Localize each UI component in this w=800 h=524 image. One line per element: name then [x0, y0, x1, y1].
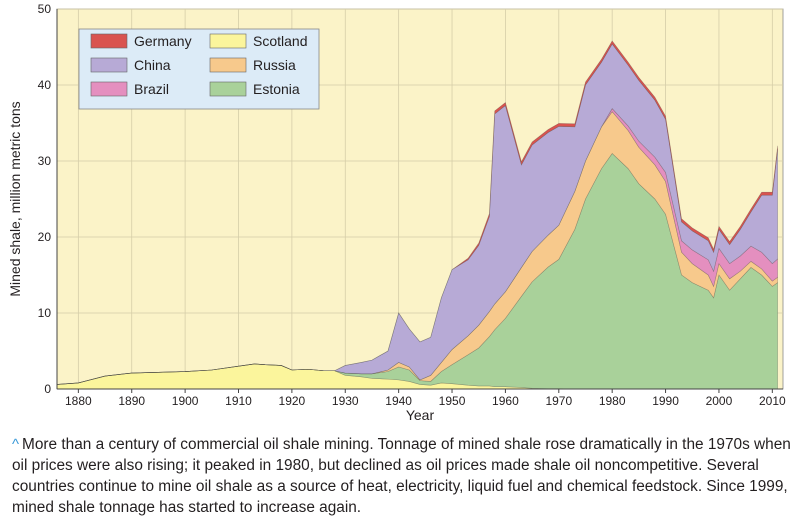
- stacked-areas: [56, 40, 778, 390]
- legend-swatch-brazil: [90, 81, 128, 97]
- area-germany: [56, 40, 778, 385]
- legend-swatch-germany: [90, 33, 128, 49]
- x-tick-label: 1880: [65, 394, 92, 408]
- x-axis-ticks: 1880 1890 1900 1910 1920 1930 1940 1950 1960 1970…: [65, 389, 786, 408]
- legend-swatch-russia: [209, 57, 247, 73]
- x-tick-label: 1970: [545, 394, 572, 408]
- y-axis-title: Mined shale, million metric tons: [7, 101, 23, 296]
- x-axis-title: Year: [406, 407, 435, 423]
- area-china: [56, 43, 778, 385]
- y-axis-ticks: 0 10 20 30 40 50: [38, 2, 52, 396]
- oil-shale-chart: 1880 1890 1900 1910 1920 1930 1940 1950 1960 1970…: [7, 2, 786, 423]
- legend-label-estonia: Estonia: [253, 81, 300, 97]
- x-tick-label: 1950: [439, 394, 466, 408]
- x-tick-label: 1940: [385, 394, 412, 408]
- figure-caption: ^ More than a century of commercial oil s…: [12, 434, 792, 518]
- x-tick-label: 1980: [599, 394, 626, 408]
- y-tick-label: 50: [38, 2, 52, 16]
- x-tick-label: 2000: [706, 394, 733, 408]
- legend-swatch-estonia: [209, 81, 247, 97]
- legend: Germany Scotland China Russia Brazil Estonia: [78, 28, 320, 110]
- legend-label-germany: Germany: [134, 33, 192, 49]
- x-tick-label: 1990: [652, 394, 679, 408]
- legend-label-russia: Russia: [253, 57, 296, 73]
- caption-caret-icon: ^: [12, 436, 20, 453]
- legend-swatch-china: [90, 57, 128, 73]
- legend-label-china: China: [134, 57, 171, 73]
- y-tick-label: 10: [38, 306, 52, 320]
- axes: [56, 9, 783, 390]
- legend-swatch-scotland: [209, 33, 247, 49]
- x-tick-label: 1910: [225, 394, 252, 408]
- x-tick-label: 1930: [332, 394, 359, 408]
- legend-label-scotland: Scotland: [253, 33, 307, 49]
- legend-label-brazil: Brazil: [134, 81, 169, 97]
- y-tick-label: 20: [38, 230, 52, 244]
- x-tick-label: 1900: [172, 394, 199, 408]
- y-tick-label: 30: [38, 154, 52, 168]
- y-tick-label: 40: [38, 78, 52, 92]
- x-tick-label: 1960: [492, 394, 519, 408]
- area-estonia: [56, 152, 778, 390]
- y-tick-label: 0: [44, 382, 51, 396]
- x-tick-label: 1890: [118, 394, 145, 408]
- x-tick-label: 1920: [279, 394, 306, 408]
- x-tick-label: 2010: [759, 394, 786, 408]
- caption-text: More than a century of commercial oil sh…: [12, 436, 791, 516]
